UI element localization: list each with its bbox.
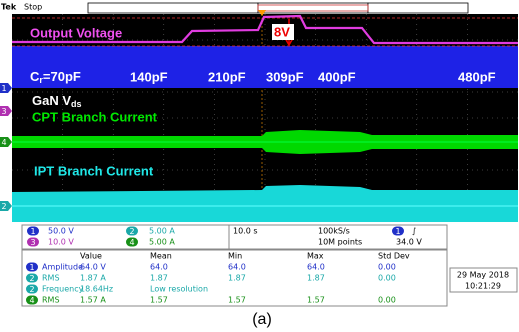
measurement-value: 0.00 (378, 274, 396, 283)
channel-marker-label: 3 (1, 107, 6, 116)
measurement-value: 1.57 (228, 296, 246, 305)
channel-badge-label: 4 (129, 238, 134, 247)
measurement-name: RMS (42, 274, 60, 283)
channel-badge-label: 4 (29, 296, 34, 305)
channel-marker-label: 4 (1, 138, 6, 147)
measurement-value: 64.0 (228, 263, 246, 272)
measurement-name: RMS (42, 296, 60, 305)
trigger-level: 34.0 V (396, 238, 422, 247)
channel-scale: 10.0 V (48, 238, 74, 247)
table-header: Std Dev (378, 252, 410, 261)
date: 29 May 2018 (457, 271, 509, 280)
table-header: Max (307, 252, 324, 261)
channel-marker-label: 1 (1, 84, 6, 93)
trigger-slope: ∫ (412, 227, 416, 236)
sample-rate: 100kS/s (318, 227, 350, 236)
measurement-value: 18.64Hz (80, 285, 113, 294)
scope-screen: Tek Stop Output Voltage 8V Cr=70pF 140pF 210pF… (0, 0, 519, 332)
capacitance-label: 210pF (208, 69, 246, 84)
capacitance-label: 309pF (266, 69, 304, 84)
ipt-label: IPT Branch Current (34, 163, 154, 178)
channel-scale: 5.00 A (149, 227, 175, 236)
record-bar (368, 3, 468, 13)
gan-vds-waveform (12, 46, 518, 88)
measurement-value: 1.57 (150, 296, 168, 305)
channel-badge-label: 2 (129, 227, 134, 236)
channel-marker-label: 2 (1, 202, 6, 211)
capacitance-label: 400pF (318, 69, 356, 84)
status: Stop (24, 3, 42, 12)
cr-value: =70pF (43, 69, 81, 84)
measurement-value: 64.0 (150, 263, 168, 272)
measurement-value: 1.87 (307, 274, 325, 283)
measurement-value: 1.87 (228, 274, 246, 283)
cr-label: Cr=70pF (30, 69, 81, 85)
record-bar (88, 3, 258, 13)
measurement-value: Low resolution (150, 285, 208, 294)
measurement-value: 1.57 (307, 296, 325, 305)
channel-badge-label: 1 (395, 227, 400, 236)
measurement-value: 1.87 A (80, 274, 106, 283)
measurement-name: Frequency (42, 285, 84, 294)
table-header: Mean (150, 252, 172, 261)
delta-label: 8V (274, 24, 290, 39)
gan-prefix: GaN V (32, 93, 71, 108)
timebase: 10.0 s (233, 227, 258, 236)
measurement-value: 1.57 A (80, 296, 106, 305)
capacitance-label: 480pF (458, 69, 496, 84)
measurement-value: 64.0 (307, 263, 325, 272)
channel-badge-label: 2 (29, 274, 34, 283)
table-header: Value (80, 252, 102, 261)
output-voltage-label: Output Voltage (30, 25, 122, 40)
channel-scale: 50.0 V (48, 227, 74, 236)
capacitance-label: 140pF (130, 69, 168, 84)
measurement-value: 1.87 (150, 274, 168, 283)
time: 10:21:29 (465, 282, 501, 291)
channel-badge-label: 1 (29, 263, 34, 272)
measurement-value: 0.00 (378, 263, 396, 272)
channel-badge-label: 2 (29, 285, 34, 294)
page: Tek Stop Output Voltage 8V Cr=70pF 140pF 210pF… (0, 0, 519, 332)
channel-badge-label: 3 (30, 238, 35, 247)
measurement-name: Amplitude (42, 263, 83, 272)
measurement-value: 0.00 (378, 296, 396, 305)
channel-scale: 5.00 A (149, 238, 175, 247)
channel-badge-label: 1 (30, 227, 35, 236)
brand: Tek (1, 3, 17, 12)
gan-sub: ds (71, 99, 82, 109)
table-header: Min (228, 252, 242, 261)
record-length: 10M points (318, 238, 362, 247)
cpt-label: CPT Branch Current (32, 109, 158, 124)
measurement-value: 64.0 V (80, 263, 106, 272)
caption: (a) (252, 311, 272, 328)
record-bar (258, 3, 368, 13)
